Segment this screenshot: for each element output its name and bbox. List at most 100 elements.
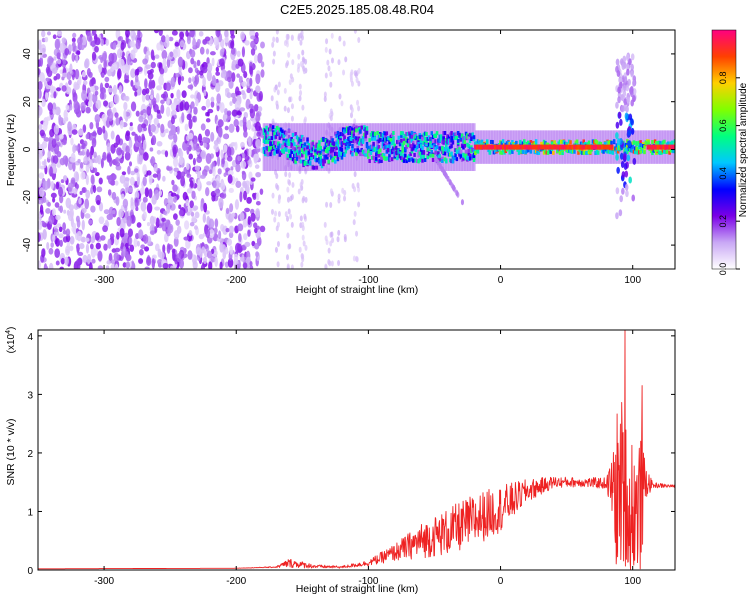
- heatmap-cell: [597, 151, 600, 155]
- heatmap-cell: [243, 131, 248, 138]
- heatmap-cell: [366, 126, 369, 130]
- heatmap-cell: [296, 157, 299, 161]
- heatmap-cell: [351, 81, 354, 87]
- heatmap-cell: [344, 236, 347, 242]
- heatmap-cell: [486, 139, 489, 143]
- heatmap-cell: [118, 209, 123, 218]
- heatmap-cell: [215, 218, 219, 228]
- heatmap-cell: [62, 155, 68, 165]
- heatmap-cell: [632, 95, 636, 102]
- heatmap-cell: [53, 34, 57, 39]
- heatmap-cell: [347, 131, 350, 135]
- heatmap-cell: [302, 235, 305, 241]
- heatmap-cell: [83, 80, 88, 85]
- heatmap-cell: [275, 247, 278, 253]
- heatmap-cell: [47, 150, 51, 159]
- heatmap-cell: [201, 106, 206, 111]
- heatmap-cell: [235, 164, 240, 172]
- heatmap-cell: [218, 119, 224, 127]
- heatmap-cell: [104, 209, 110, 214]
- heatmap-cell: [173, 167, 178, 171]
- heatmap-cell: [185, 124, 189, 132]
- snr-y-exponent: (x104): [5, 327, 17, 354]
- heatmap-cell: [628, 140, 632, 147]
- heatmap-cell: [130, 197, 133, 206]
- heatmap-cell: [251, 177, 256, 181]
- heatmap-cell: [119, 59, 125, 70]
- heatmap-cell: [144, 78, 148, 89]
- heatmap-cell: [333, 141, 336, 145]
- heatmap-cell: [75, 54, 78, 63]
- heatmap-cell: [192, 76, 195, 82]
- heatmap-cell: [235, 101, 241, 111]
- heatmap-cell: [75, 172, 79, 182]
- heatmap-cell: [359, 129, 362, 133]
- heatmap-cell: [232, 213, 236, 217]
- heatmap-cell: [432, 154, 435, 158]
- heatmap-cell: [175, 219, 179, 225]
- heatmap-cell: [370, 151, 373, 155]
- heatmap-cell: [327, 160, 330, 164]
- heatmap-cell: [82, 187, 87, 193]
- heatmap-cell: [291, 116, 294, 122]
- heatmap-cell: [297, 54, 300, 60]
- heatmap-cell: [240, 142, 245, 148]
- heatmap-cell: [250, 35, 255, 39]
- figure-title: C2E5.2025.185.08.48.R04: [280, 2, 434, 17]
- snr-y-tick-label: 0: [27, 566, 33, 577]
- heatmap-cell: [188, 145, 191, 152]
- heatmap-cell: [284, 171, 287, 177]
- heatmap-cell: [440, 134, 443, 138]
- heatmap-cell: [460, 150, 463, 154]
- heatmap-cell: [429, 154, 432, 158]
- heatmap-cell: [87, 32, 92, 42]
- heatmap-cell: [236, 111, 241, 116]
- heatmap-cell: [244, 208, 250, 212]
- heatmap-cell: [146, 106, 151, 116]
- snr-x-label: Height of straight line (km): [296, 583, 419, 595]
- heatmap-cell: [156, 85, 162, 90]
- heatmap-cell: [156, 93, 160, 103]
- heatmap-cell: [339, 132, 342, 136]
- heatmap-cell: [143, 197, 148, 203]
- heatmap-cell: [55, 238, 60, 247]
- heatmap-cell: [223, 144, 227, 153]
- heatmap-cell: [278, 81, 281, 87]
- colorbar-strip: [712, 30, 736, 269]
- heatmap-cell: [275, 84, 278, 90]
- heatmap-cell: [129, 41, 134, 48]
- heatmap-cell: [352, 183, 355, 189]
- heatmap-cell: [58, 115, 61, 123]
- heatmap-cell: [273, 51, 276, 57]
- heatmap-x-tick-label: -200: [226, 275, 246, 286]
- heatmap-cell: [627, 154, 631, 161]
- heatmap-cell: [179, 210, 184, 217]
- heatmap-x-tick-label: -300: [94, 275, 114, 286]
- heatmap-cell: [133, 32, 136, 38]
- heatmap-cell: [187, 36, 191, 44]
- heatmap-cell: [248, 148, 251, 157]
- heatmap-cell: [313, 166, 316, 170]
- heatmap-cell: [57, 30, 62, 36]
- heatmap-cell: [327, 65, 330, 71]
- heatmap-y-tick-label: 40: [22, 48, 33, 60]
- heatmap-cell: [328, 260, 331, 266]
- heatmap-cell: [631, 53, 635, 60]
- heatmap-cell: [67, 121, 72, 131]
- heatmap-cell: [90, 187, 93, 194]
- heatmap-cell: [569, 140, 572, 144]
- heatmap-cell: [464, 140, 467, 144]
- heatmap-cell: [421, 159, 424, 163]
- heatmap-cell: [276, 126, 279, 130]
- heatmap-cell: [277, 241, 280, 247]
- heatmap-cell: [443, 169, 446, 175]
- heatmap-cell: [56, 261, 60, 266]
- heatmap-cell: [195, 98, 198, 106]
- heatmap-cell: [138, 229, 143, 239]
- heatmap-cell: [134, 91, 137, 97]
- heatmap-cell: [444, 151, 447, 155]
- heatmap-cell: [125, 145, 129, 154]
- heatmap-cell: [441, 159, 444, 163]
- heatmap-cell: [138, 258, 143, 264]
- heatmap-cell: [183, 236, 189, 240]
